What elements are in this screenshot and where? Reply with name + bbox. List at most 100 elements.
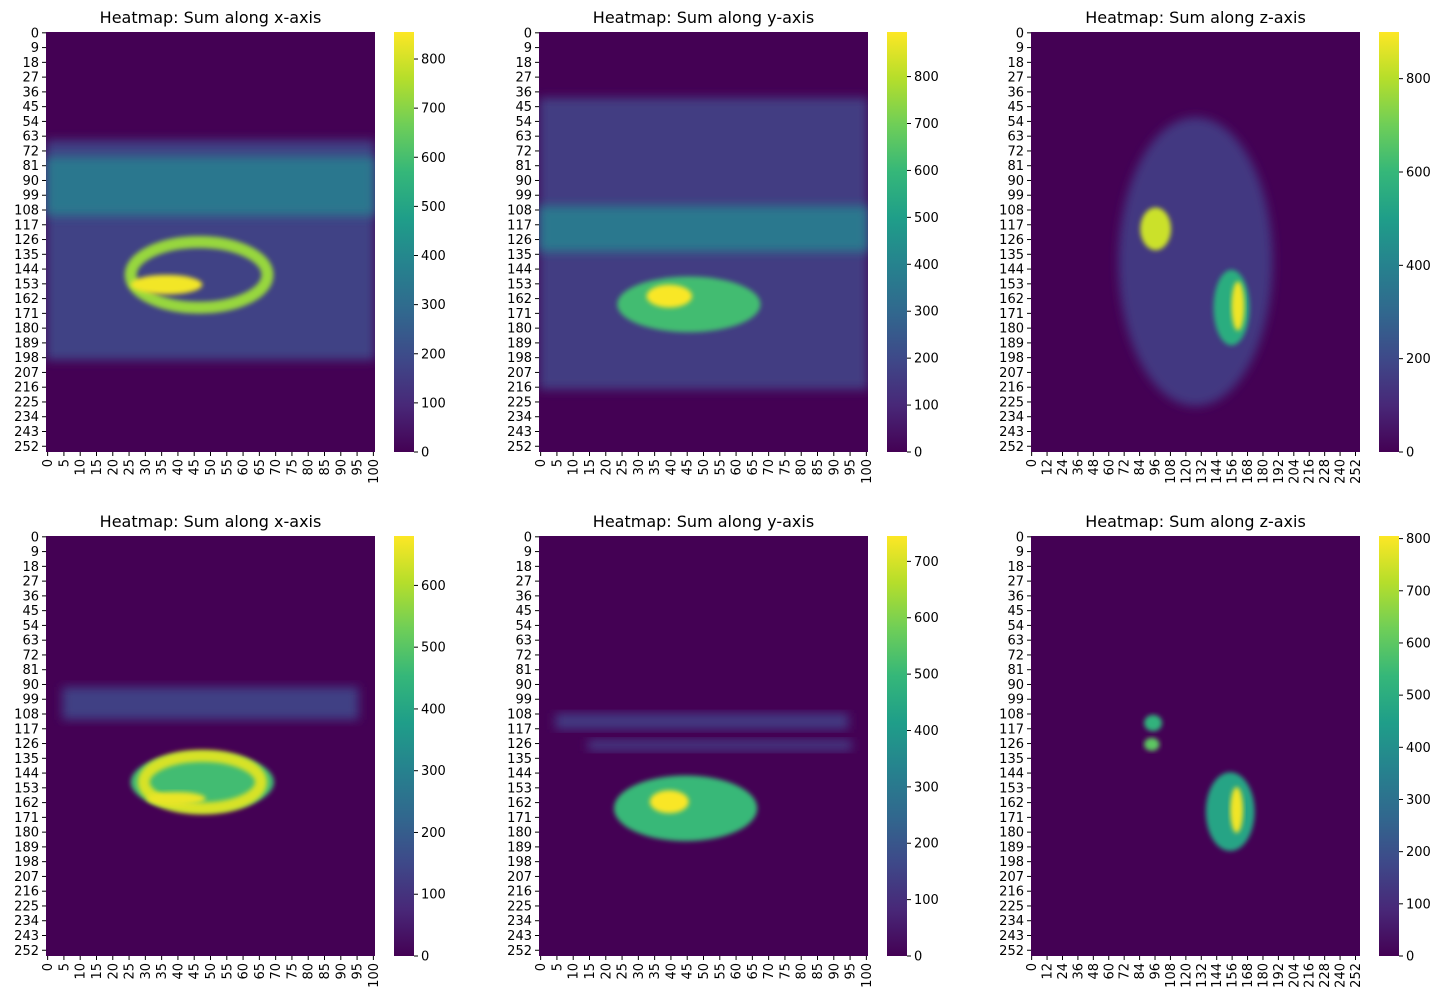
x-tick-label: 72 [1118,963,1133,980]
y-tick-label: 90 [515,174,532,189]
x-tick-label: 75 [778,459,793,476]
y-tick-label: 243 [507,929,532,944]
y-tick-label: 9 [31,41,39,56]
y-tick-label: 225 [14,395,39,410]
x-tick-label: 50 [697,963,712,980]
x-tick-label: 5 [550,459,565,467]
heat-region [46,156,375,216]
x-tick-label: 20 [106,459,121,476]
x-tick-label: 12 [1041,459,1056,476]
colorbar-gradient [887,32,907,452]
y-tick-label: 18 [22,56,39,71]
y-tick-label: 63 [1007,130,1024,145]
x-tick-label: 60 [237,963,252,980]
y-tick-label: 72 [1007,144,1024,159]
x-tick-label: 85 [811,963,826,980]
x-tick-label: 144 [1210,963,1225,988]
heat-region [1231,281,1245,331]
y-tick-label: 27 [1007,71,1024,86]
colorbar-tick-label: 600 [914,611,939,626]
y-tick-label: 180 [999,826,1024,841]
heat-region [1205,772,1255,851]
y-tick-label: 252 [14,944,39,959]
colorbar-tick-label: 800 [421,53,446,68]
y-tick-label: 207 [999,366,1024,381]
y-tick-label: 162 [14,796,39,811]
colorbar-tick-label: 0 [421,446,429,461]
x-tick-label: 80 [302,459,317,476]
y-tick-label: 108 [507,708,532,723]
x-tick-label: 108 [1164,459,1179,484]
colorbar: 0 100 200 300 400 500 600 700 [887,536,939,965]
y-tick-label: 117 [14,218,39,233]
y-tick-label: 162 [507,796,532,811]
colorbar-gradient [1379,536,1399,956]
y-tick-label: 243 [14,425,39,440]
x-tick-label: 100 [367,459,382,484]
y-tick-label: 99 [22,189,39,204]
colorbar-tick-label: 700 [914,555,939,570]
y-tick-label: 54 [1007,115,1024,130]
x-tick-label: 0 [534,963,549,971]
colorbar-tick-label: 0 [421,950,429,965]
x-tick-label: 60 [730,963,745,980]
colorbar-tick-label: 300 [421,298,446,313]
x-tick-label: 10 [567,459,582,476]
heatmap-plot-area [1031,536,1360,956]
y-tick-label: 45 [22,604,39,619]
x-tick-label: 0 [41,459,56,467]
y-tick-label: 243 [507,425,532,440]
y-tick-label: 81 [515,663,532,678]
heat-region [1144,737,1160,751]
x-tick-label: 65 [253,963,268,980]
x-tick-label: 10 [74,459,89,476]
y-tick-label: 144 [507,767,532,782]
y-tick-label: 144 [999,263,1024,278]
y-tick-label: 234 [999,914,1024,929]
x-tick-label: 65 [746,459,761,476]
colorbar-tick-label: 800 [914,70,939,85]
heatmap-panel-1: Heatmap: Sum along x-axis091827364554637… [14,8,446,484]
colorbar-tick-label: 100 [914,893,939,908]
x-tick-label: 55 [713,963,728,980]
y-tick-label: 72 [22,144,39,159]
x-tick-label: 45 [681,459,696,476]
colorbar-tick-label: 800 [1406,532,1431,547]
colorbar-tick-label: 700 [914,117,939,132]
x-tick-label: 0 [534,459,549,467]
x-tick-label: 120 [1179,963,1194,988]
colorbar-tick-label: 700 [421,102,446,117]
y-tick-label: 90 [1007,678,1024,693]
colorbar-tick-label: 200 [421,826,446,841]
heatmap-plot-area [1031,32,1360,452]
y-tick-label: 81 [1007,159,1024,174]
x-tick-label: 180 [1256,459,1271,484]
colorbar-tick-label: 300 [1406,793,1431,808]
panel-title: Heatmap: Sum along z-axis [1085,512,1306,531]
x-tick-label: 216 [1303,459,1318,484]
y-tick-label: 171 [14,307,39,322]
y-tick-label: 0 [1016,26,1024,41]
y-tick-label: 126 [507,737,532,752]
x-tick-label: 180 [1256,963,1271,988]
y-tick-label: 108 [999,204,1024,219]
y-tick-label: 72 [22,648,39,663]
y-tick-label: 207 [14,366,39,381]
y-tick-label: 216 [507,885,532,900]
y-tick-label: 171 [507,811,532,826]
x-tick-label: 5 [57,459,72,467]
y-tick-label: 72 [515,144,532,159]
x-tick-label: 240 [1334,963,1349,988]
y-tick-label: 117 [999,722,1024,737]
x-tick-label: 15 [583,963,598,980]
y-tick-label: 198 [999,855,1024,870]
y-tick-label: 54 [515,115,532,130]
y-tick-label: 90 [515,678,532,693]
x-tick-label: 65 [253,459,268,476]
y-tick-label: 27 [1007,575,1024,590]
y-tick-label: 117 [999,218,1024,233]
heatmap-background [46,536,375,956]
x-tick-label: 252 [1349,963,1364,988]
x-tick-label: 48 [1087,963,1102,980]
y-tick-label: 18 [22,560,39,575]
